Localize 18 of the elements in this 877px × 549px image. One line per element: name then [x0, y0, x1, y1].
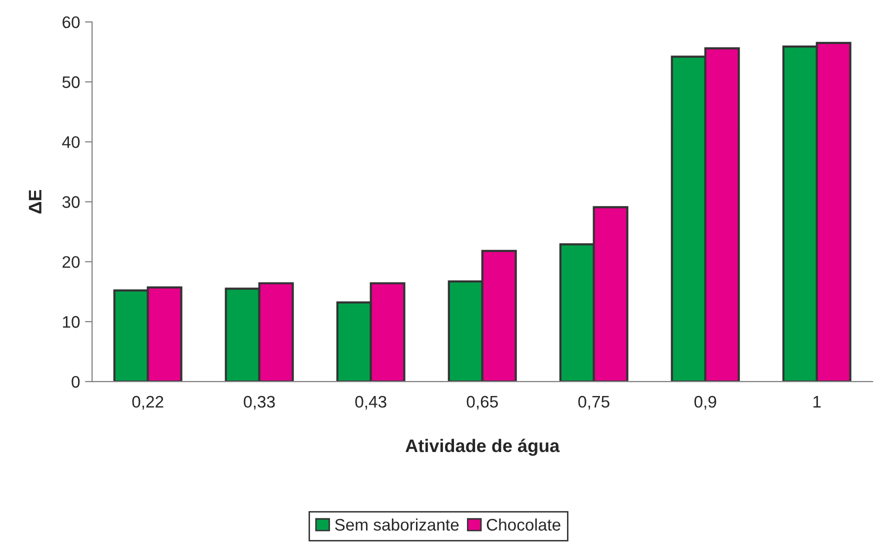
y-tick-label: 40 [62, 136, 80, 148]
x-tick-label: 1 [814, 396, 821, 408]
x-tick-label: 0,43 [355, 396, 386, 410]
x-tick-label: 0,75 [578, 396, 610, 410]
y-tick-label: 30 [62, 196, 80, 208]
y-tick-label: 60 [62, 16, 80, 28]
legend-label: Chocolate [486, 518, 560, 531]
legend-label: Sem saborizante [335, 518, 459, 531]
x-tick-label: 0,33 [244, 396, 275, 410]
x-tick-label: 0,9 [694, 396, 716, 410]
y-tick-label: 0 [72, 376, 80, 388]
y-axis-title: ΔE [28, 190, 42, 214]
y-tick-label: 20 [62, 256, 80, 268]
y-tick-label: 50 [62, 76, 80, 88]
x-tick-label: 0,22 [132, 396, 164, 410]
x-axis-title: Atividade de água [406, 438, 560, 456]
y-tick-label: 10 [63, 316, 80, 328]
x-tick-label: 0,65 [466, 396, 498, 410]
